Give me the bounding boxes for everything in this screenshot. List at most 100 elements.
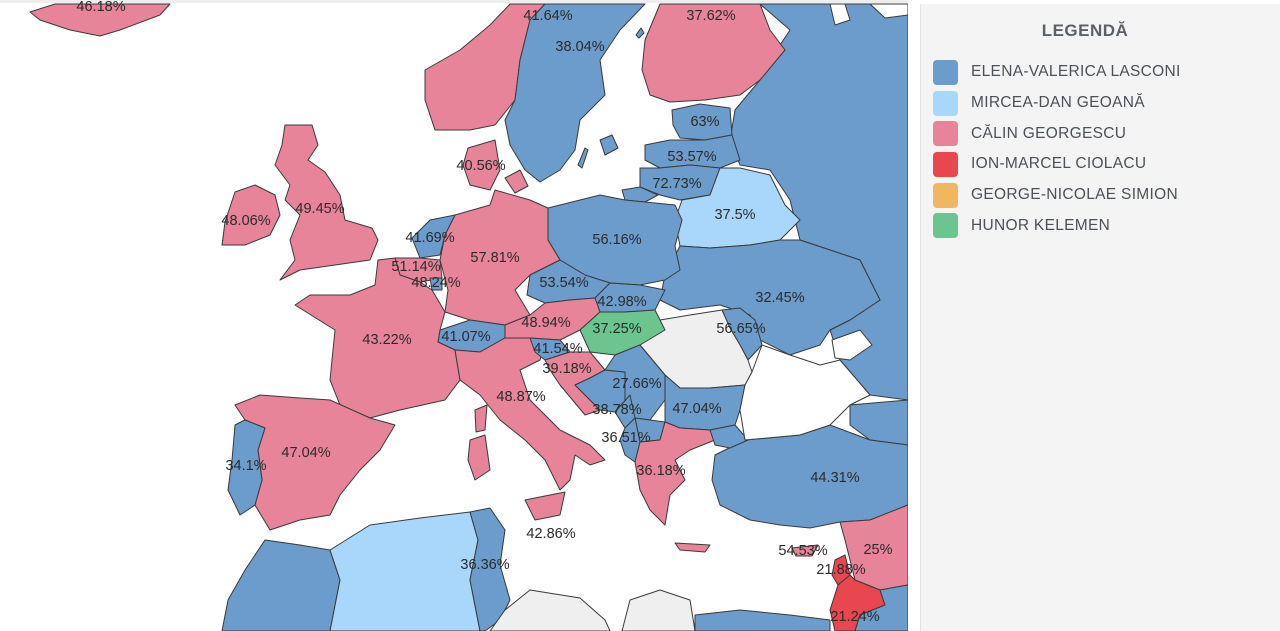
label-portugal: 34.1%	[225, 458, 266, 474]
country-sardinia[interactable]	[467, 434, 491, 481]
legend-swatch	[933, 151, 958, 177]
country-iceland[interactable]	[29, 3, 171, 37]
label-estonia: 63%	[690, 114, 719, 130]
country-hungary[interactable]	[579, 309, 666, 356]
country-oland[interactable]	[577, 147, 589, 169]
label-bosnia: 38.78%	[592, 402, 641, 418]
label-finland: 37.62%	[686, 8, 735, 24]
label-netherlands: 41.69%	[405, 230, 454, 246]
label-czechia: 53.54%	[539, 275, 588, 291]
map-top-border	[0, 0, 908, 3]
legend-list: ELENA-VALERICA LASCONI MIRCEA-DAN GEOANĂ C…	[921, 57, 1280, 241]
label-syria: 25%	[863, 542, 892, 558]
label-ireland: 48.06%	[221, 213, 270, 229]
legend-label: HUNOR KELEMEN	[971, 216, 1111, 234]
country-crete[interactable]	[674, 542, 711, 553]
label-ukraine: 32.45%	[755, 290, 804, 306]
country-jordan[interactable]	[854, 584, 908, 631]
sea-white	[829, 3, 851, 26]
country-serbia[interactable]	[604, 344, 666, 421]
election-map[interactable]: 46.18% 41.64% 38.04% 37.62% 63% 53.57% 72.73% 4…	[0, 0, 908, 631]
country-egypt[interactable]	[621, 589, 696, 631]
sea-azov	[831, 329, 873, 361]
label-belarus: 37.5%	[714, 207, 755, 223]
legend-label: MIRCEA-DAN GEOANĂ	[971, 94, 1145, 112]
label-malta: 42.86%	[526, 526, 575, 542]
country-germany[interactable]	[439, 189, 561, 326]
legend-swatch	[933, 213, 958, 239]
sea-kara	[869, 3, 908, 19]
country-latvia[interactable]	[644, 134, 741, 169]
sea-black	[739, 344, 871, 441]
country-gotland[interactable]	[599, 134, 619, 156]
label-spain: 47.04%	[281, 445, 330, 461]
country-luxembourg[interactable]	[429, 277, 443, 291]
label-slovakia: 42.98%	[597, 294, 646, 310]
label-tunisia: 36.36%	[460, 557, 509, 573]
legend-item[interactable]: ELENA-VALERICA LASCONI	[921, 57, 1280, 88]
legend-label: GEORGE-NICOLAE SIMION	[971, 186, 1178, 204]
label-turkey: 44.31%	[810, 470, 859, 486]
country-uk[interactable]	[274, 124, 379, 281]
country-sicily[interactable]	[524, 491, 566, 521]
label-denmark: 40.56%	[456, 158, 505, 174]
legend-item[interactable]: CĂLIN GEORGESCU	[921, 118, 1280, 149]
label-latvia: 53.57%	[667, 149, 716, 165]
label-lithuania: 72.73%	[652, 176, 701, 192]
country-kaliningrad[interactable]	[621, 186, 659, 203]
label-uk: 49.45%	[295, 201, 344, 217]
label-hungary: 37.25%	[592, 321, 641, 337]
legend-swatch	[933, 90, 958, 116]
label-iceland: 46.18%	[76, 0, 125, 15]
country-france[interactable]	[294, 257, 461, 419]
label-france: 43.22%	[362, 332, 411, 348]
label-sweden: 38.04%	[555, 39, 604, 55]
country-finland[interactable]	[641, 3, 786, 103]
country-egypt-east[interactable]	[694, 609, 831, 631]
country-cyprus[interactable]	[791, 544, 819, 557]
country-ukraine[interactable]	[659, 239, 881, 356]
legend-label: ELENA-VALERICA LASCONI	[971, 63, 1181, 81]
country-greece[interactable]	[634, 421, 716, 526]
label-serbia: 27.66%	[612, 376, 661, 392]
label-bulgaria: 47.04%	[672, 401, 721, 417]
label-germany: 57.81%	[470, 250, 519, 266]
label-greece: 36.18%	[636, 463, 685, 479]
legend-panel: LEGENDĂ ELENA-VALERICA LASCONI MIRCEA-DAN…	[920, 4, 1280, 631]
legend-swatch	[933, 59, 958, 85]
legend-label: ION-MARCEL CIOLACU	[971, 155, 1147, 173]
label-moldova: 56.65%	[716, 321, 765, 337]
country-portugal[interactable]	[227, 419, 266, 516]
country-morocco[interactable]	[221, 539, 341, 631]
legend-item[interactable]: ION-MARCEL CIOLACU	[921, 149, 1280, 180]
label-israel: 21.24%	[830, 609, 879, 625]
label-cyprus: 54.53%	[778, 543, 827, 559]
country-denmark-island[interactable]	[504, 169, 529, 194]
label-austria: 48.94%	[521, 315, 570, 331]
label-belgium: 51.14%	[391, 259, 440, 275]
legend-swatch	[933, 121, 958, 147]
label-luxembourg: 48.24%	[411, 275, 460, 291]
label-switzerland: 41.07%	[441, 329, 490, 345]
map-svg[interactable]: 46.18% 41.64% 38.04% 37.62% 63% 53.57% 72.73% 4…	[0, 0, 908, 631]
legend-label: CĂLIN GEORGESCU	[971, 124, 1127, 142]
label-croatia: 39.18%	[542, 361, 591, 377]
label-slovenia: 41.54%	[533, 341, 582, 357]
country-turkey-europe[interactable]	[709, 424, 749, 449]
country-corsica[interactable]	[474, 404, 488, 433]
country-libya[interactable]	[489, 589, 611, 631]
label-lebanon: 21.88%	[816, 562, 865, 578]
country-sweden[interactable]	[504, 3, 646, 183]
label-norway: 41.64%	[523, 8, 572, 24]
label-italy: 48.87%	[496, 389, 545, 405]
label-poland: 56.16%	[592, 232, 641, 248]
legend-item[interactable]: HUNOR KELEMEN	[921, 210, 1280, 241]
legend-item[interactable]: MIRCEA-DAN GEOANĂ	[921, 88, 1280, 119]
country-aland[interactable]	[635, 27, 645, 39]
country-ireland[interactable]	[221, 184, 281, 246]
country-algeria[interactable]	[329, 511, 481, 631]
legend-swatch	[933, 182, 958, 208]
label-montenegro: 36.51%	[601, 430, 650, 446]
legend-item[interactable]: GEORGE-NICOLAE SIMION	[921, 180, 1280, 211]
country-denmark[interactable]	[462, 139, 501, 191]
